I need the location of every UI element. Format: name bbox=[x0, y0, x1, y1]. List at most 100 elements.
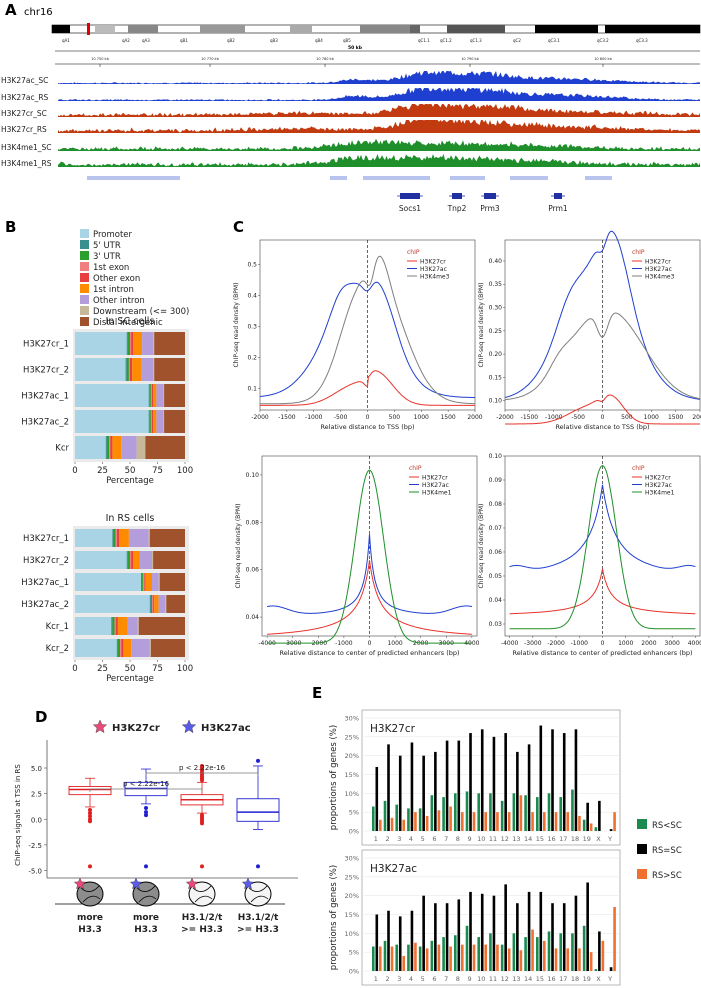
bar-segment bbox=[131, 639, 150, 657]
bar-segment bbox=[75, 617, 112, 635]
signal-track-H3K27ac_SC bbox=[58, 71, 700, 84]
bar-RS>SC bbox=[601, 940, 605, 971]
x-tick-label: 18 bbox=[571, 975, 579, 983]
legend-label: 5' UTR bbox=[93, 241, 121, 251]
bar-RS<SC bbox=[454, 793, 457, 831]
nucleosome-curve bbox=[138, 895, 157, 903]
row-label: H3K27ac_1 bbox=[21, 578, 69, 588]
legend-label: H3K27ac bbox=[422, 482, 449, 489]
bar-RS<SC bbox=[407, 808, 410, 831]
x-tick-label: 11 bbox=[489, 975, 497, 983]
bar-RS>SC bbox=[554, 948, 558, 971]
x-tick-label: -1000 bbox=[335, 640, 353, 647]
bar-segment bbox=[152, 573, 159, 591]
bar-segment bbox=[156, 410, 163, 433]
nucleosome-mark-star bbox=[73, 877, 87, 890]
outlier-point bbox=[144, 813, 148, 818]
row-label: H3K27cr_1 bbox=[23, 340, 69, 350]
boxplot-chart: H3K27cr H3K27ac 5.0 2.5 0.0 -2.5 -5.0 ChIP-seq … bbox=[14, 719, 298, 935]
bar-RS>SC bbox=[578, 815, 581, 831]
bar-RS>SC bbox=[461, 812, 464, 831]
bar-RS>SC bbox=[543, 812, 546, 831]
bar-segment bbox=[143, 573, 145, 591]
bar-segment bbox=[116, 639, 118, 657]
ideogram-band-block bbox=[605, 25, 700, 33]
bar-RS<SC bbox=[524, 937, 527, 971]
bar-RS<SC bbox=[465, 791, 469, 831]
profile-line-H3K27cr bbox=[509, 568, 696, 615]
x-tick-label: -1500 bbox=[521, 414, 539, 421]
outlier-point bbox=[200, 864, 204, 869]
legend-label: Other intron bbox=[93, 296, 145, 306]
legend-label: 1st intron bbox=[93, 285, 134, 295]
bar-RS=SC bbox=[527, 891, 531, 971]
bar-RS=SC bbox=[375, 914, 379, 971]
outlier-point bbox=[88, 811, 92, 816]
bar-segment bbox=[128, 529, 149, 547]
bar-segment bbox=[117, 617, 128, 635]
bar-RS>SC bbox=[484, 812, 488, 831]
bar-segment bbox=[153, 358, 155, 381]
bar-segment bbox=[150, 595, 152, 613]
nucleosome-curve bbox=[250, 895, 269, 903]
group-label-line1: more bbox=[133, 913, 159, 923]
y-tick-label: 0.06 bbox=[246, 567, 260, 574]
legend-swatch bbox=[637, 844, 647, 854]
row-label: H3K27ac_2 bbox=[21, 600, 69, 610]
legend-title: chIP bbox=[407, 249, 420, 256]
bar-segment bbox=[112, 617, 115, 635]
y-axis-label: ChIP-seq read density (BPM) bbox=[233, 283, 240, 368]
legend-label: H3K27ac bbox=[645, 482, 672, 489]
band-label: qA2 bbox=[122, 38, 130, 43]
row-label: H3K27cr_1 bbox=[23, 534, 69, 544]
x-tick-label: 18 bbox=[571, 835, 579, 843]
y-tick-label: -5.0 bbox=[28, 868, 42, 876]
x-tick-label: 2 bbox=[386, 975, 390, 983]
bar-segment bbox=[75, 529, 113, 547]
ideogram-band-block bbox=[410, 25, 420, 33]
nucleosome-curve bbox=[192, 885, 212, 892]
bar-segment bbox=[149, 595, 151, 613]
bar-segment bbox=[114, 617, 116, 635]
bar-RS>SC bbox=[543, 940, 546, 971]
x-tick-label: 9 bbox=[468, 835, 472, 843]
bar-segment bbox=[125, 358, 127, 381]
ideogram-band-block bbox=[535, 25, 598, 33]
x-tick-label: 75 bbox=[152, 466, 163, 476]
outlier-point bbox=[144, 805, 148, 810]
x-axis-label: Relative distance to TSS (bp) bbox=[555, 423, 649, 431]
bar-segment bbox=[137, 617, 139, 635]
bar-RS>SC bbox=[472, 944, 476, 971]
x-tick-label: 4000 bbox=[688, 640, 701, 647]
x-tick-label: Y bbox=[607, 835, 612, 843]
nucleosome-curve bbox=[194, 895, 213, 903]
bar-RS>SC bbox=[449, 946, 452, 971]
legend-label: H3K27ac bbox=[420, 266, 447, 273]
bar-segment bbox=[149, 529, 185, 547]
bar-segment bbox=[159, 573, 185, 591]
outlier-point bbox=[144, 864, 148, 869]
chromosome-ideogram: qA1 qA2 qA3 qB1 qB2 qB3 qB4 qB5 qC1.1 qC1.2 qC1.3 q… bbox=[51, 23, 701, 43]
x-tick-label: 0 bbox=[72, 466, 77, 476]
legend-label: H3K4me1 bbox=[645, 490, 675, 497]
x-tick-label: 14 bbox=[524, 835, 532, 843]
group-label-line1: H3.1/2/t bbox=[238, 913, 279, 923]
band-label: qA3 bbox=[142, 38, 150, 43]
bar-RS=SC bbox=[504, 884, 507, 971]
bar-segment bbox=[136, 436, 146, 459]
bar-segment bbox=[75, 384, 149, 407]
called-peak-region bbox=[363, 176, 430, 180]
ideogram-band-block bbox=[52, 25, 70, 33]
bar-RS=SC bbox=[516, 903, 519, 971]
row-label: H3K27cr_2 bbox=[23, 556, 69, 566]
bar-RS=SC bbox=[457, 899, 461, 971]
bar-segment bbox=[145, 573, 152, 591]
called-peak-region bbox=[585, 176, 612, 180]
bar-RS<SC bbox=[547, 931, 551, 971]
y-tick-label: 0.1 bbox=[247, 385, 257, 392]
outlier-point bbox=[88, 864, 92, 869]
bar-segment bbox=[142, 332, 154, 355]
bar-segment bbox=[141, 573, 143, 591]
bar-segment bbox=[154, 332, 185, 355]
y-axis-label: ChIP-seq read density (BPM) bbox=[478, 504, 485, 589]
